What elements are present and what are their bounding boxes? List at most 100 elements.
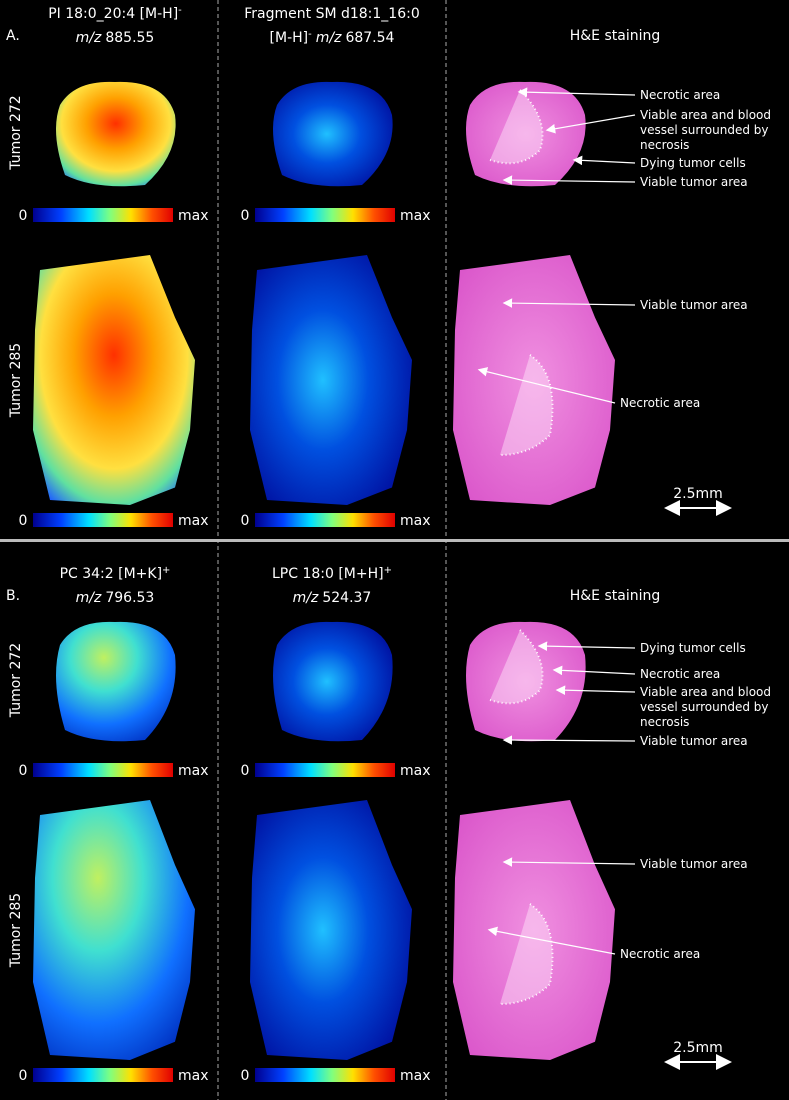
annotation-arrow [487,926,616,955]
msi-image [56,81,176,187]
annotation: vessel surrounded by [640,700,768,714]
header-text: m/z [76,30,102,46]
annotation: Viable area and blood [640,685,771,699]
annotation: necrosis [640,138,689,152]
annotation-arrow [552,665,636,676]
colorbar-max: max [400,1068,431,1084]
header-text: - [308,29,312,40]
annotation: Necrotic area [620,396,700,410]
colorbar-max: max [400,513,431,529]
annotation: Dying tumor cells [640,156,746,170]
msi-image [250,800,412,1060]
msi-image [273,621,393,742]
colorbar-min: 0 [19,763,28,779]
header-text: - [178,5,182,16]
column-header: m/z 885.55 [76,30,155,46]
column-header: Fragment SM d18:1_16:0 [244,6,420,22]
header-text: LPC 18:0 [M+H] [272,566,384,582]
annotation-arrow [545,114,636,134]
annotation-arrow [502,175,636,185]
header-text: PC 34:2 [M+K] [60,566,162,582]
column-header: PI 18:0_20:4 [M-H]- [48,5,182,23]
he-image [453,800,615,1060]
row-label: Tumor 285 [8,343,24,418]
msi-image [250,255,412,505]
annotation-arrow [502,298,636,308]
annotation-arrow [572,155,636,166]
header-text: 885.55 [105,30,154,46]
column-header: [M-H]- m/z 687.54 [270,29,395,47]
annotation-arrow [555,685,636,695]
necrosis-outline [499,903,554,1005]
header-text: + [384,565,392,576]
panel-label: B. [6,588,20,604]
header-text: m/z [76,590,102,606]
header-text: Fragment SM d18:1_16:0 [244,6,420,22]
colorbar [33,513,173,527]
annotation: Dying tumor cells [640,641,746,655]
annotation: Viable tumor area [640,734,748,748]
annotation: Viable tumor area [640,298,748,312]
panel-label: A. [6,28,20,44]
necrosis-outline [499,354,554,456]
colorbar-max: max [400,208,431,224]
msi-image [273,81,393,187]
colorbar-max: max [178,208,209,224]
he-image [453,255,615,505]
annotation: necrosis [640,715,689,729]
msi-image [33,800,195,1060]
header-text: H&E staining [570,588,661,604]
column-header: H&E staining [570,588,661,604]
header-text: m/z [316,30,342,46]
annotation-arrow [517,87,636,97]
row-label: Tumor 272 [8,643,24,718]
colorbar-max: max [400,763,431,779]
annotation-arrow [502,735,636,745]
annotation: vessel surrounded by [640,123,768,137]
colorbar [255,208,395,222]
he-image [466,81,586,187]
header-text: H&E staining [570,28,661,44]
colorbar [255,513,395,527]
colorbar-max: max [178,513,209,529]
colorbar [255,1068,395,1082]
header-text: m/z [293,590,319,606]
colorbar-min: 0 [19,513,28,529]
necrosis-outline [489,89,544,165]
colorbar-min: 0 [241,763,250,779]
annotation: Viable tumor area [640,175,748,189]
row-label: Tumor 285 [8,893,24,968]
colorbar-min: 0 [241,1068,250,1084]
annotation: Viable tumor area [640,857,748,871]
header-text: [M-H] [270,30,309,46]
annotation: Viable area and blood [640,108,771,122]
colorbar-min: 0 [241,513,250,529]
colorbar-min: 0 [19,1068,28,1084]
column-header: H&E staining [570,28,661,44]
annotation-arrow [477,367,616,404]
colorbar-min: 0 [241,208,250,224]
colorbar-max: max [178,763,209,779]
column-header: PC 34:2 [M+K]+ [60,565,171,583]
colorbar [33,763,173,777]
scale-bar-label: 2.5mm [673,1040,723,1056]
colorbar [255,763,395,777]
row-label: Tumor 272 [8,95,24,170]
header-text: + [162,565,170,576]
annotation: Necrotic area [640,88,720,102]
necrosis-outline [489,629,544,705]
header-text: PI 18:0_20:4 [M-H] [48,6,178,22]
colorbar-min: 0 [19,208,28,224]
header-text: 687.54 [345,30,394,46]
column-header: m/z 796.53 [76,590,155,606]
colorbar-max: max [178,1068,209,1084]
colorbar [33,208,173,222]
he-image [466,621,586,742]
header-text: 796.53 [105,590,154,606]
msi-image [33,255,195,505]
column-header: LPC 18:0 [M+H]+ [272,565,392,583]
annotation: Necrotic area [620,947,700,961]
msi-image [56,621,176,742]
panel-divider [0,539,789,542]
